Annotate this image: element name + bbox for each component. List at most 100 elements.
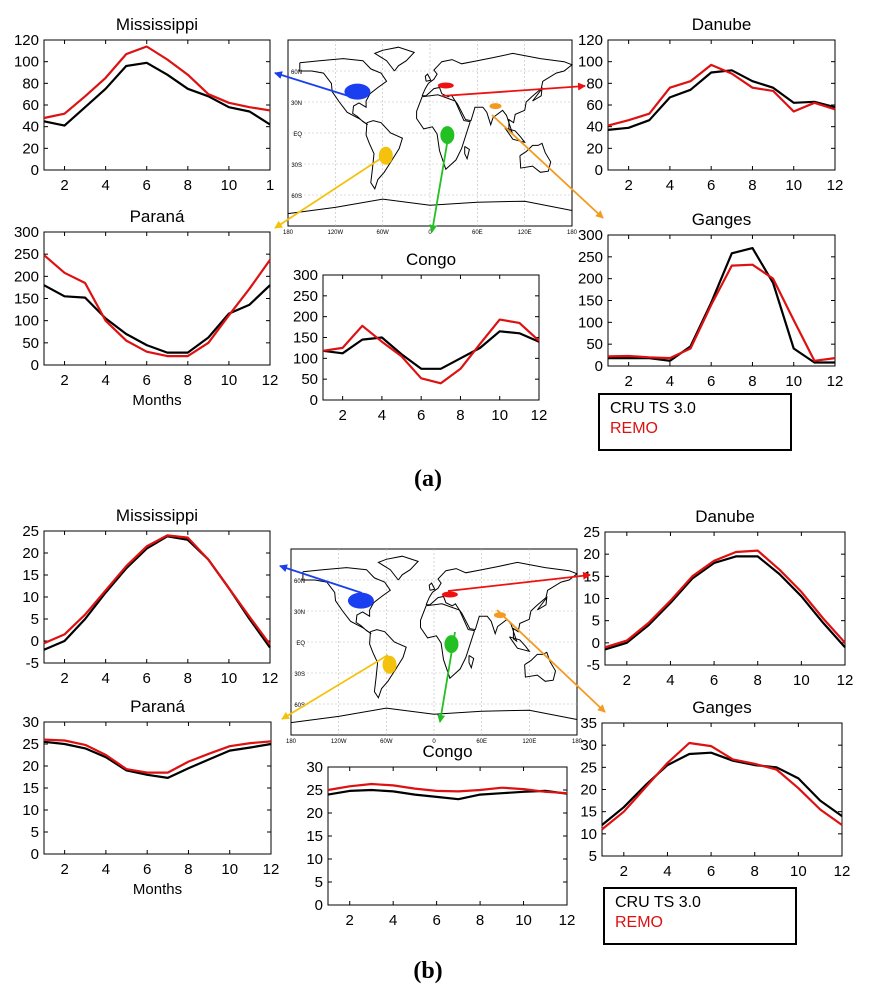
- y-tick-label: 300: [578, 227, 603, 244]
- y-tick-label: 5: [589, 848, 597, 865]
- arrow-mississippi: [279, 564, 363, 594]
- y-tick-label: 300: [293, 267, 318, 284]
- coastline: [524, 651, 557, 682]
- plot-frame: [607, 39, 836, 171]
- coastline: [302, 567, 391, 635]
- basin-parana-region: [382, 655, 397, 674]
- y-tick-label: 100: [578, 314, 603, 331]
- legend-cru-label: CRU TS 3.0: [610, 400, 696, 417]
- series-line-remo: [43, 534, 271, 646]
- chart-b-congo: 0 5 10 15 20 25 30 2 4 6 8 10 12 Congo: [306, 742, 575, 929]
- y-tick-label: 25: [22, 523, 39, 540]
- x-tick-label: 8: [456, 407, 464, 424]
- x-tick-label: 8: [184, 861, 192, 878]
- series-line-remo: [43, 738, 272, 774]
- y-tick-label: 150: [14, 291, 39, 308]
- series-line-cru: [608, 247, 835, 364]
- arrow-ganges: [496, 609, 606, 713]
- x-tick-label: 1: [266, 177, 274, 194]
- map-lon-label: 180: [286, 739, 297, 745]
- plot-frame: [43, 231, 271, 366]
- y-tick-label: 120: [578, 32, 603, 49]
- x-tick-label: 2: [60, 177, 68, 194]
- x-tick-label: 8: [184, 177, 192, 194]
- coastline: [377, 555, 420, 581]
- x-tick-label: 10: [221, 670, 238, 687]
- chart-b-parana: 0 5 10 15 20 25 30 2 4 6 8 10 12 Paraná Months: [22, 697, 279, 898]
- x-tick-label: 8: [184, 372, 192, 389]
- x-axis-label: Months: [132, 392, 181, 409]
- coastline: [373, 46, 416, 72]
- y-tick-label: 20: [580, 782, 597, 799]
- series-line-remo: [327, 782, 568, 795]
- x-tick-label: 4: [663, 863, 671, 880]
- series-line-remo: [607, 263, 836, 362]
- map-lat-label: 60S: [294, 703, 305, 709]
- basin-congo-region: [444, 635, 459, 654]
- chart-title: Danube: [692, 15, 752, 34]
- y-tick-label: 0: [31, 162, 39, 179]
- series-line-cru: [601, 751, 843, 826]
- arrow-mississippi: [274, 71, 356, 99]
- x-tick-label: 2: [338, 407, 346, 424]
- y-tick-label: 60: [22, 97, 39, 114]
- y-tick-label: 40: [22, 119, 39, 136]
- map-lon-label: 0: [428, 230, 432, 236]
- basin-mississippi-region: [344, 83, 371, 100]
- y-tick-label: 0: [595, 162, 603, 179]
- series-line-cru: [43, 740, 272, 780]
- series-line-remo: [601, 741, 843, 831]
- y-tick-label: 250: [578, 249, 603, 266]
- coastline: [536, 595, 548, 611]
- y-tick-label: 200: [14, 268, 39, 285]
- y-tick-label: 0: [31, 633, 39, 650]
- x-tick-label: 8: [748, 373, 756, 390]
- x-tick-label: 10: [785, 177, 802, 194]
- plot-frame: [327, 766, 568, 906]
- legend-a: CRU TS 3.0 REMO: [598, 393, 792, 451]
- y-tick-label: 35: [580, 715, 597, 732]
- y-tick-label: 20: [22, 545, 39, 562]
- y-tick-label: 100: [14, 54, 39, 71]
- chart-title: Mississippi: [116, 15, 198, 34]
- map-lon-label: 60E: [476, 739, 487, 745]
- y-tick-label: 20: [22, 758, 39, 775]
- map-lon-label: 60W: [380, 739, 393, 745]
- y-tick-label: 80: [586, 75, 603, 92]
- y-tick-label: 0: [310, 392, 318, 409]
- chart-a-danube: 0 20 40 60 80 100 120 2 4 6 8 10 12 Danube: [578, 15, 843, 194]
- x-tick-label: 4: [666, 373, 674, 390]
- x-tick-label: 4: [666, 177, 674, 194]
- world-map-b: 60N 30N EQ 30S 60S 180 120W 60W 0 60E 120E 180: [286, 548, 583, 745]
- coastline: [287, 198, 573, 215]
- y-tick-label: 5: [31, 824, 39, 841]
- series-line-cru: [43, 535, 271, 651]
- y-tick-label: 5: [592, 613, 600, 630]
- series-line-remo: [322, 318, 540, 385]
- y-tick-label: 150: [293, 330, 318, 347]
- x-tick-label: 10: [793, 672, 810, 689]
- x-tick-label: 2: [624, 177, 632, 194]
- coastline: [420, 603, 476, 680]
- y-tick-label: 100: [293, 350, 318, 367]
- plot-frame: [601, 722, 843, 857]
- y-tick-label: 100: [14, 313, 39, 330]
- plot-frame: [43, 721, 272, 855]
- x-tick-label: 2: [60, 372, 68, 389]
- chart-title: Ganges: [692, 698, 752, 717]
- map-lat-label: 60N: [294, 579, 305, 585]
- x-tick-label: 6: [710, 672, 718, 689]
- x-tick-label: 4: [378, 407, 386, 424]
- y-tick-label: 200: [578, 271, 603, 288]
- basin-congo-region: [440, 126, 455, 145]
- x-tick-label: 2: [60, 670, 68, 687]
- chart-b-danube: -5 0 5 10 15 20 25 2 4 6 8 10 12 Danube: [583, 507, 853, 689]
- map-lat-label: 30N: [291, 101, 302, 107]
- y-tick-label: 15: [22, 780, 39, 797]
- x-tick-label: 4: [389, 912, 397, 929]
- y-tick-label: 5: [31, 611, 39, 628]
- y-tick-label: 10: [22, 802, 39, 819]
- x-tick-label: 6: [143, 670, 151, 687]
- arrow-parana: [274, 156, 384, 229]
- world-map-a: 60N 30N EQ 30S 60S 180 120W 60W 0 60E 120E 180: [283, 39, 578, 236]
